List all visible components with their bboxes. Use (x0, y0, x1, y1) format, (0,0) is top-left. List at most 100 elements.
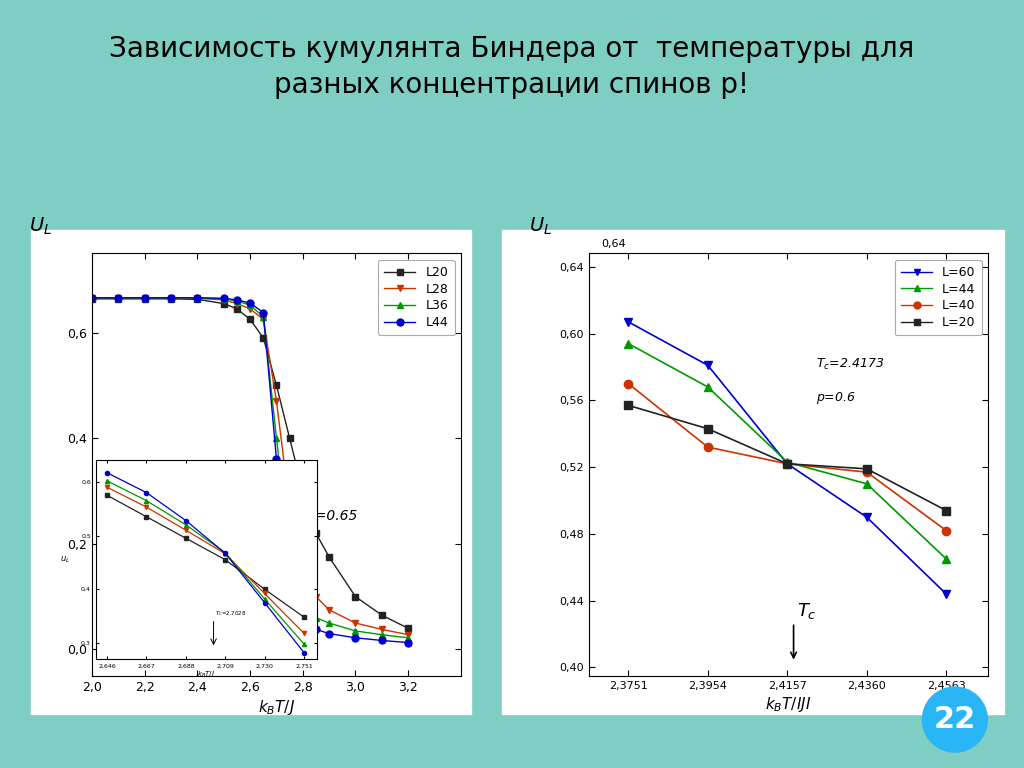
L=44 (623, 339, 635, 348)
Text: 0,64: 0,64 (601, 239, 626, 249)
L20 (113, 294, 125, 303)
L=44 (860, 479, 872, 488)
Text: p=0.65: p=0.65 (306, 508, 357, 522)
L20 (86, 294, 98, 303)
L28 (284, 502, 296, 511)
L44 (218, 293, 230, 303)
L28 (349, 618, 361, 627)
L=60 (623, 317, 635, 326)
Line: L44: L44 (89, 294, 412, 646)
Text: $T_c$=2.4173: $T_c$=2.4173 (816, 356, 885, 372)
L20 (191, 295, 204, 304)
L28 (257, 315, 269, 324)
L36 (191, 293, 204, 303)
L=20 (940, 506, 952, 515)
L28 (138, 293, 151, 303)
X-axis label: $k_BT/J$: $k_BT/J$ (258, 698, 295, 717)
L28 (323, 605, 335, 614)
L=40 (623, 379, 635, 389)
L44 (323, 629, 335, 638)
Line: L20: L20 (89, 296, 412, 632)
L36 (376, 630, 388, 639)
L44 (191, 293, 204, 303)
L28 (218, 295, 230, 304)
Text: $T_c$: $T_c$ (798, 601, 817, 621)
L28 (165, 293, 177, 303)
L28 (191, 293, 204, 303)
L=20 (623, 401, 635, 410)
L36 (297, 598, 309, 607)
L=20 (781, 459, 794, 468)
Line: L28: L28 (89, 294, 412, 638)
L20 (402, 624, 415, 633)
L20 (165, 294, 177, 303)
L36 (270, 434, 283, 443)
L20 (138, 294, 151, 303)
Text: $U_L$: $U_L$ (529, 215, 552, 237)
Line: L=40: L=40 (625, 379, 950, 535)
L36 (218, 294, 230, 303)
L28 (270, 396, 283, 406)
L=60 (940, 589, 952, 598)
Legend: L20, L28, L36, L44: L20, L28, L36, L44 (378, 260, 455, 336)
L44 (376, 636, 388, 645)
L=40 (860, 468, 872, 477)
L36 (284, 550, 296, 559)
L44 (113, 293, 125, 303)
L20 (257, 333, 269, 343)
L44 (138, 293, 151, 303)
L20 (284, 434, 296, 443)
L44 (284, 592, 296, 601)
L36 (349, 627, 361, 636)
L=44 (940, 554, 952, 564)
Line: L36: L36 (89, 294, 412, 641)
L36 (165, 293, 177, 303)
Circle shape (922, 687, 988, 753)
L36 (244, 300, 256, 310)
L28 (297, 565, 309, 574)
L44 (86, 293, 98, 303)
L28 (402, 630, 415, 639)
L28 (113, 293, 125, 303)
L36 (257, 312, 269, 321)
L20 (218, 299, 230, 308)
L28 (230, 299, 243, 308)
L=40 (701, 442, 714, 452)
L28 (376, 625, 388, 634)
L20 (323, 552, 335, 561)
Text: 22: 22 (934, 705, 976, 734)
L44 (270, 455, 283, 464)
L36 (310, 613, 323, 622)
L44 (297, 616, 309, 625)
L28 (86, 293, 98, 303)
Text: $p$=0.6: $p$=0.6 (816, 390, 856, 406)
L=40 (940, 526, 952, 535)
L28 (310, 592, 323, 601)
L36 (113, 293, 125, 303)
L20 (376, 611, 388, 620)
L=40 (781, 459, 794, 468)
L20 (297, 486, 309, 495)
L44 (402, 638, 415, 647)
L44 (230, 295, 243, 304)
L44 (244, 299, 256, 308)
L36 (138, 293, 151, 303)
L36 (402, 633, 415, 642)
Text: Зависимость кумулянта Биндера от  температуры для
разных концентрации спинов р!: Зависимость кумулянта Биндера от темпера… (110, 35, 914, 99)
L44 (310, 625, 323, 634)
L=20 (701, 424, 714, 433)
Line: L=44: L=44 (625, 339, 950, 563)
X-axis label: $k_BT/IJI$: $k_BT/IJI$ (765, 695, 812, 714)
L44 (349, 633, 361, 642)
L=60 (860, 512, 872, 521)
L36 (323, 618, 335, 627)
Line: L=20: L=20 (625, 401, 950, 515)
L20 (310, 528, 323, 538)
Legend: L=60, L=44, L=40, L=20: L=60, L=44, L=40, L=20 (895, 260, 982, 336)
L20 (349, 592, 361, 601)
Text: $U_L$: $U_L$ (29, 215, 52, 237)
L=60 (781, 459, 794, 468)
L36 (230, 296, 243, 306)
L36 (86, 293, 98, 303)
L20 (270, 381, 283, 390)
